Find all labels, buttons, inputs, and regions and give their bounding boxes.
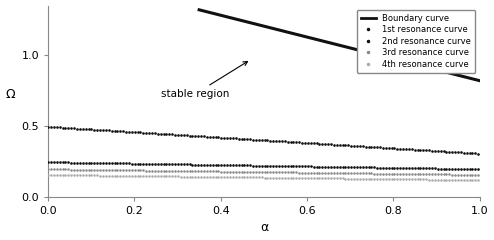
Legend: Boundary curve, 1st resonance curve, 2nd resonance curve, 3rd resonance curve, 4: Boundary curve, 1st resonance curve, 2nd… <box>357 10 475 73</box>
X-axis label: α: α <box>260 222 268 234</box>
Text: stable region: stable region <box>161 61 247 99</box>
Y-axis label: Ω: Ω <box>5 88 15 101</box>
